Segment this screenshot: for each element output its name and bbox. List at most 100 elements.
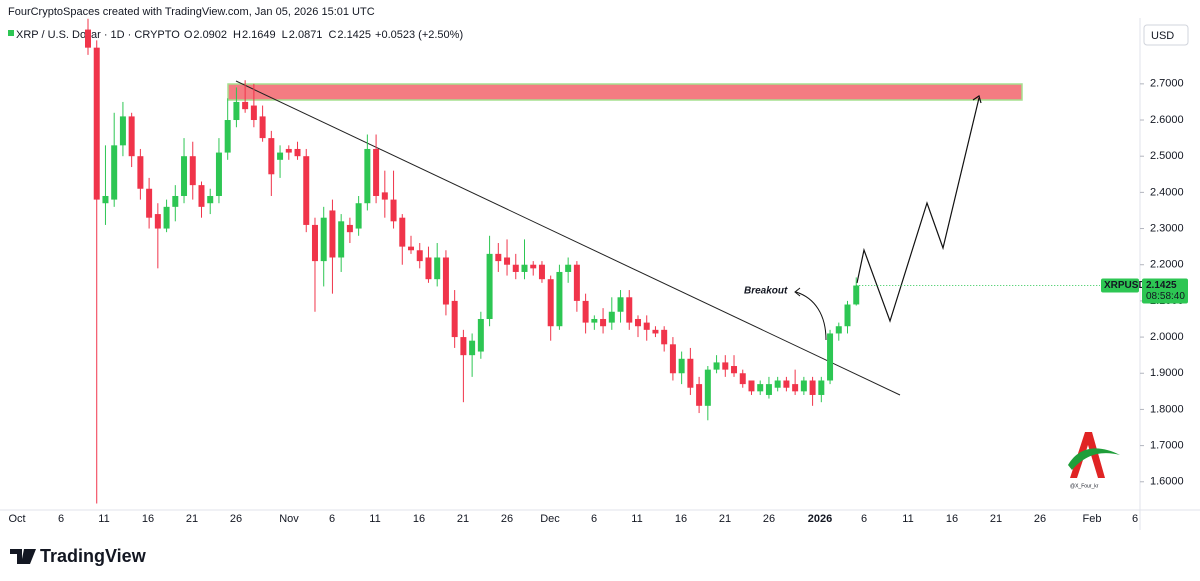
trendline xyxy=(235,80,901,396)
watermark-logo: @X_Four_kr xyxy=(1068,432,1120,489)
candle-body xyxy=(661,329,668,345)
candle-body xyxy=(652,329,659,334)
brand-icon xyxy=(10,549,36,564)
y-tick-label: 2.2000 xyxy=(1150,259,1184,271)
y-tick-label: 2.4000 xyxy=(1150,186,1184,198)
candle-body xyxy=(163,206,170,229)
candle-body xyxy=(198,185,205,207)
candle-body xyxy=(731,366,738,374)
candle-body xyxy=(818,380,825,395)
x-tick-label: 6 xyxy=(1132,513,1138,525)
candle-body xyxy=(285,148,292,153)
y-tick-label: 1.6000 xyxy=(1150,476,1184,488)
candle-body xyxy=(277,152,284,160)
candle-body xyxy=(137,156,144,189)
x-tick-label: 21 xyxy=(457,513,469,525)
x-tick-label: 16 xyxy=(142,513,154,525)
legend-value: 2.0871 xyxy=(289,29,323,41)
y-tick-label: 2.7000 xyxy=(1150,78,1184,90)
candle-body xyxy=(608,311,615,323)
x-tick-label: 16 xyxy=(946,513,958,525)
x-tick-label: 11 xyxy=(631,513,642,525)
y-tick-label: 2.5000 xyxy=(1150,150,1184,162)
candle-body xyxy=(800,380,807,392)
candle-body xyxy=(486,253,493,319)
candle-body xyxy=(748,380,755,392)
candle-body xyxy=(512,264,519,272)
candle-body xyxy=(102,195,109,204)
legend-value: 2.1649 xyxy=(242,29,276,41)
legend-value: 2.1425 xyxy=(337,29,371,41)
annotation: Breakout xyxy=(744,286,788,297)
candle-body xyxy=(634,318,641,327)
candle-body xyxy=(294,148,301,157)
candle-body xyxy=(119,116,126,146)
candle-body xyxy=(303,156,310,225)
candle-body xyxy=(338,221,345,258)
logo-shape xyxy=(1070,432,1105,478)
candle-body xyxy=(355,203,362,229)
candle-body xyxy=(827,333,834,381)
x-tick-label: Oct xyxy=(8,513,25,525)
x-tick-label: 26 xyxy=(501,513,513,525)
y-tick-label: 2.6000 xyxy=(1150,114,1184,126)
countdown: 08:58:40 xyxy=(1146,291,1185,302)
candle-body xyxy=(146,188,153,218)
x-tick-label: Dec xyxy=(540,513,560,525)
legend-icon xyxy=(8,30,14,36)
x-tick-label: Nov xyxy=(279,513,299,525)
candle-body xyxy=(521,264,528,272)
candle-body xyxy=(207,195,214,204)
y-tick-label: 1.8000 xyxy=(1150,403,1184,415)
legend-field: C xyxy=(328,29,336,41)
candle-body xyxy=(233,101,240,121)
projection-arrowhead xyxy=(972,95,982,104)
x-tick-label: 6 xyxy=(591,513,597,525)
legend-field: H xyxy=(233,29,241,41)
candle-body xyxy=(573,264,580,301)
candle-body xyxy=(215,152,222,196)
candle-body xyxy=(669,344,676,374)
candle-body xyxy=(713,362,720,370)
candle-body xyxy=(381,192,388,200)
candle-body xyxy=(346,224,353,233)
candle-body xyxy=(809,380,816,395)
candle-body xyxy=(329,210,336,258)
x-tick-label: 6 xyxy=(861,513,867,525)
legend-change: +0.0523 (+2.50%) xyxy=(375,29,463,41)
candle-body xyxy=(390,199,397,222)
candle-body xyxy=(250,105,257,121)
candle-body xyxy=(259,116,266,139)
legend-field: O xyxy=(184,29,193,41)
candle-body xyxy=(495,253,502,262)
candle-body xyxy=(242,101,249,110)
brand-logo: TradingView xyxy=(10,546,147,566)
currency-box[interactable] xyxy=(1143,24,1189,46)
candle-body xyxy=(172,195,179,207)
candle-body xyxy=(844,304,851,327)
candle-body xyxy=(128,116,135,157)
candle-body xyxy=(416,250,423,262)
candle-body xyxy=(530,264,537,269)
candle-body xyxy=(93,47,100,200)
candle-body xyxy=(765,384,772,395)
candle-body xyxy=(425,257,432,280)
x-tick-label: 2026 xyxy=(808,513,832,525)
x-tick-label: 11 xyxy=(98,513,109,525)
candle-body xyxy=(85,29,91,48)
legend-field: L xyxy=(282,29,288,41)
candle-body xyxy=(556,271,563,327)
x-tick-label: 16 xyxy=(675,513,687,525)
brand: TradingView xyxy=(40,546,147,566)
legend-value: 2.0902 xyxy=(193,29,227,41)
price-tag xyxy=(1142,278,1188,304)
y-tick-label: 1.9000 xyxy=(1150,367,1184,379)
candle-body xyxy=(643,322,650,330)
watermark: @X_Four_kr xyxy=(1070,483,1099,489)
candle-body xyxy=(792,384,799,392)
candle-body xyxy=(181,156,188,196)
candle-body xyxy=(696,384,703,406)
candle-body xyxy=(364,148,371,204)
currency: USD xyxy=(1151,30,1174,42)
